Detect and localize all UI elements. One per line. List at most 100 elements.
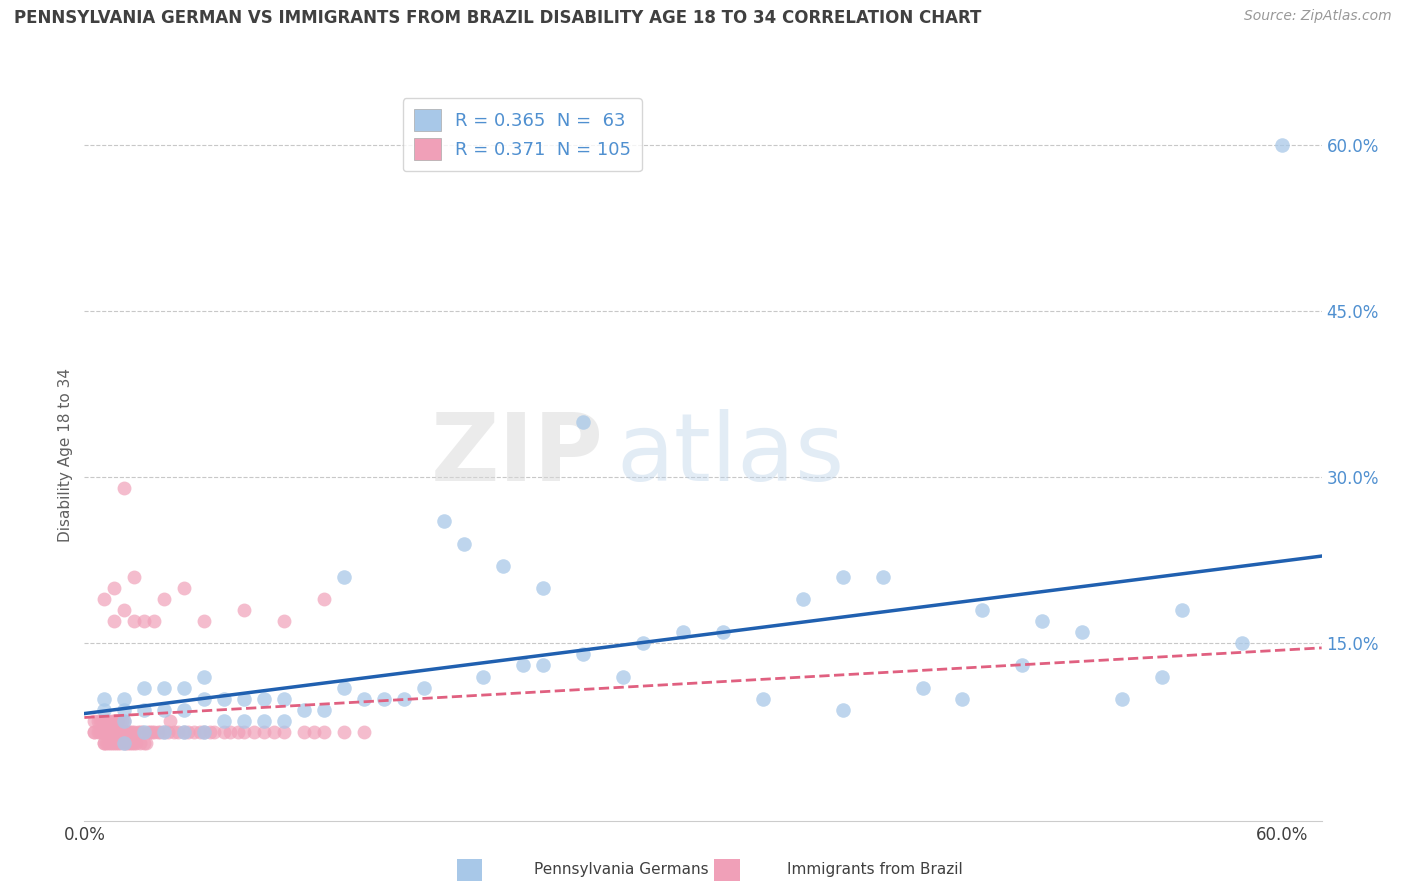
Point — [98, 725, 121, 739]
Point — [273, 614, 295, 628]
Point — [333, 570, 356, 584]
Point — [97, 736, 120, 750]
Point — [792, 592, 814, 607]
Point — [97, 725, 120, 739]
Point — [233, 725, 256, 739]
Point — [353, 725, 375, 739]
Point — [122, 736, 145, 750]
Point — [111, 714, 134, 728]
Point — [112, 736, 135, 750]
Point — [129, 736, 152, 750]
Point — [263, 725, 285, 739]
Point — [117, 725, 139, 739]
Point — [83, 725, 105, 739]
Point — [134, 703, 156, 717]
Point — [911, 681, 934, 695]
Point — [112, 725, 135, 739]
Point — [212, 725, 235, 739]
Point — [89, 725, 111, 739]
Point — [1031, 614, 1053, 628]
Point — [111, 725, 134, 739]
Text: atlas: atlas — [616, 409, 845, 501]
Point — [112, 703, 135, 717]
Point — [134, 681, 156, 695]
Text: Source: ZipAtlas.com: Source: ZipAtlas.com — [1244, 9, 1392, 23]
Point — [125, 736, 148, 750]
Point — [112, 714, 135, 728]
Point — [198, 725, 221, 739]
Point — [202, 725, 225, 739]
Point — [93, 725, 115, 739]
Point — [872, 570, 894, 584]
Point — [353, 691, 375, 706]
Point — [253, 725, 276, 739]
Point — [972, 603, 994, 617]
Point — [193, 725, 215, 739]
Point — [243, 725, 266, 739]
Point — [110, 714, 132, 728]
Point — [120, 736, 142, 750]
Point — [831, 570, 853, 584]
Point — [153, 703, 176, 717]
Point — [193, 669, 215, 683]
Point — [153, 725, 176, 739]
Point — [412, 681, 434, 695]
Point — [177, 725, 200, 739]
Point — [193, 691, 215, 706]
Point — [112, 691, 135, 706]
Point — [253, 714, 276, 728]
Point — [121, 725, 143, 739]
Point — [312, 703, 335, 717]
Point — [112, 736, 135, 750]
Point — [212, 691, 235, 706]
Point — [157, 725, 180, 739]
Point — [134, 736, 156, 750]
Point — [672, 625, 695, 640]
Point — [115, 725, 138, 739]
Point — [136, 725, 159, 739]
Point — [1271, 137, 1294, 152]
Point — [91, 714, 114, 728]
Point — [1171, 603, 1194, 617]
Point — [112, 481, 135, 495]
Point — [492, 558, 515, 573]
Point — [163, 725, 186, 739]
Point — [101, 736, 124, 750]
Point — [193, 614, 215, 628]
Point — [103, 614, 125, 628]
Point — [97, 714, 120, 728]
Point — [752, 691, 775, 706]
Point — [292, 703, 315, 717]
Point — [572, 415, 595, 429]
Point — [103, 714, 125, 728]
Point — [83, 714, 105, 728]
Text: PENNSYLVANIA GERMAN VS IMMIGRANTS FROM BRAZIL DISABILITY AGE 18 TO 34 CORRELATIO: PENNSYLVANIA GERMAN VS IMMIGRANTS FROM B… — [14, 9, 981, 27]
Point — [93, 736, 115, 750]
Point — [115, 736, 138, 750]
Point — [103, 736, 125, 750]
Point — [173, 725, 195, 739]
Point — [107, 714, 129, 728]
Point — [952, 691, 974, 706]
Point — [107, 725, 129, 739]
Point — [96, 736, 118, 750]
Point — [131, 725, 153, 739]
Point — [105, 714, 128, 728]
Point — [89, 714, 111, 728]
Point — [105, 725, 128, 739]
Point — [711, 625, 734, 640]
Point — [122, 570, 145, 584]
Text: Pennsylvania Germans: Pennsylvania Germans — [534, 863, 709, 877]
Point — [312, 592, 335, 607]
Point — [512, 658, 534, 673]
Point — [373, 691, 395, 706]
Point — [143, 725, 166, 739]
Point — [93, 703, 115, 717]
Point — [173, 725, 195, 739]
Point — [1111, 691, 1133, 706]
Point — [135, 736, 157, 750]
Point — [173, 703, 195, 717]
Point — [143, 614, 166, 628]
Point — [96, 714, 118, 728]
Point — [93, 691, 115, 706]
